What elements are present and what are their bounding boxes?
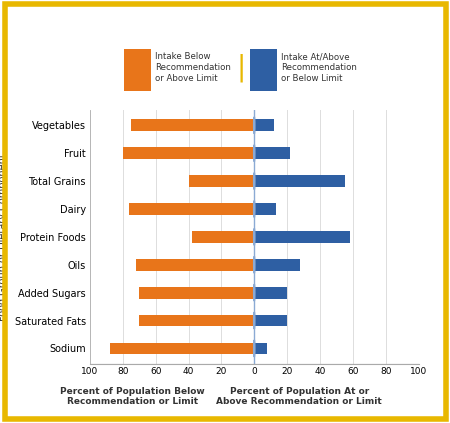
- Circle shape: [254, 312, 255, 329]
- Circle shape: [254, 145, 255, 162]
- Circle shape: [254, 256, 255, 273]
- Bar: [123, 147, 254, 159]
- Bar: [139, 315, 254, 327]
- Bar: [254, 175, 345, 187]
- Bar: [139, 287, 254, 299]
- Bar: [254, 203, 275, 215]
- Bar: [110, 343, 254, 354]
- Bar: [254, 119, 274, 131]
- Bar: [254, 315, 287, 327]
- Text: Percent of Population Below
Recommendation or Limit: Percent of Population Below Recommendati…: [60, 387, 205, 407]
- Bar: [254, 287, 287, 299]
- Circle shape: [254, 117, 255, 134]
- Bar: [136, 259, 254, 271]
- Y-axis label: Food Group or Dietary Component: Food Group or Dietary Component: [0, 153, 8, 321]
- Text: |: |: [236, 53, 245, 82]
- Text: Intake Below
Recommendation
or Above Limit: Intake Below Recommendation or Above Lim…: [155, 52, 231, 83]
- Text: Percent of Population At or
Above Recommendation or Limit: Percent of Population At or Above Recomm…: [216, 387, 382, 407]
- Text: Intake At/Above
Recommendation
or Below Limit: Intake At/Above Recommendation or Below …: [281, 52, 357, 83]
- Bar: [254, 147, 290, 159]
- Circle shape: [254, 340, 255, 357]
- Circle shape: [254, 284, 255, 301]
- Circle shape: [254, 173, 255, 190]
- Bar: [192, 231, 254, 243]
- Bar: [254, 343, 267, 354]
- Bar: [130, 203, 254, 215]
- Circle shape: [254, 201, 255, 217]
- Circle shape: [254, 228, 255, 245]
- Bar: [189, 175, 254, 187]
- Bar: [131, 119, 254, 131]
- Bar: [254, 259, 300, 271]
- Bar: [254, 231, 350, 243]
